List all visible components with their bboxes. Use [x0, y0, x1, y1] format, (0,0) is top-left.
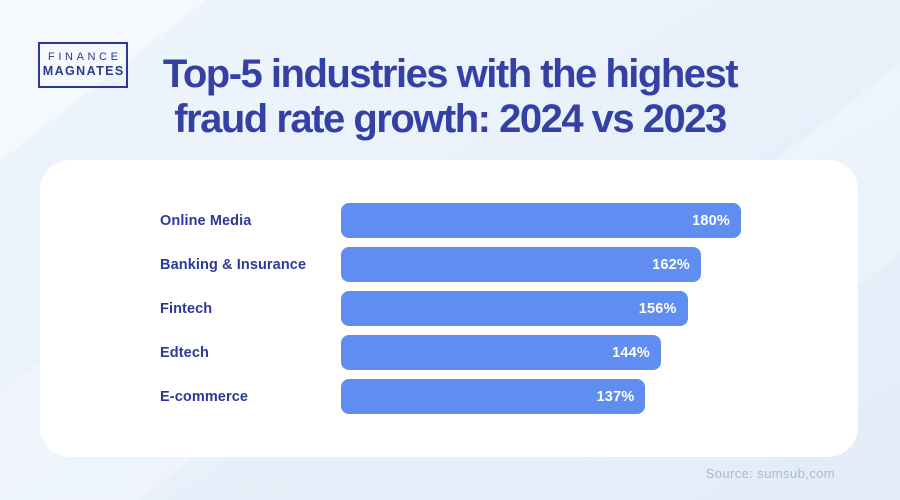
bar: 156%	[341, 291, 688, 326]
logo-magnates-text: MAGNATES	[42, 64, 125, 79]
category-label: Banking & Insurance	[160, 256, 307, 273]
chart-row: Online Media 180%	[160, 203, 858, 238]
bar-value-label: 156%	[638, 300, 677, 317]
bar-chart: Online Media 180% Banking & Insurance 162% F…	[160, 203, 858, 414]
category-label: Edtech	[160, 344, 209, 361]
chart-card: Online Media 180% Banking & Insurance 162% F…	[40, 160, 858, 457]
category-label: E-commerce	[160, 388, 249, 405]
bar-value-label: 144%	[612, 344, 650, 361]
chart-row: Banking & Insurance 162%	[160, 247, 858, 282]
chart-row: Fintech 156%	[160, 291, 858, 326]
bar-track: 180%	[341, 203, 741, 238]
bar-track: 144%	[341, 335, 741, 370]
bar: 144%	[341, 335, 661, 370]
source-note: Source: sumsub,com	[705, 466, 835, 481]
bar: 137%	[341, 379, 646, 414]
chart-row: E-commerce 137%	[160, 379, 858, 414]
chart-title: Top-5 industries with the highest fraud …	[0, 52, 900, 142]
category-label: Fintech	[160, 300, 213, 317]
finance-magnates-logo: FINANCE MAGNATES	[38, 42, 128, 88]
bar-value-label: 162%	[652, 256, 690, 273]
chart-title-line1: Top-5 industries with the highest	[162, 52, 739, 96]
bar-value-label: 137%	[596, 388, 635, 405]
category-label: Online Media	[160, 212, 252, 229]
bar-track: 137%	[341, 379, 741, 414]
bar-track: 156%	[341, 291, 741, 326]
bar-track: 162%	[341, 247, 741, 282]
logo-finance-text: FINANCE	[48, 51, 122, 64]
chart-title-line2: fraud rate growth: 2024 vs 2023	[174, 97, 727, 141]
chart-row: Edtech 144%	[160, 335, 858, 370]
bar: 180%	[341, 203, 741, 238]
bar-value-label: 180%	[692, 212, 730, 229]
bar: 162%	[341, 247, 701, 282]
